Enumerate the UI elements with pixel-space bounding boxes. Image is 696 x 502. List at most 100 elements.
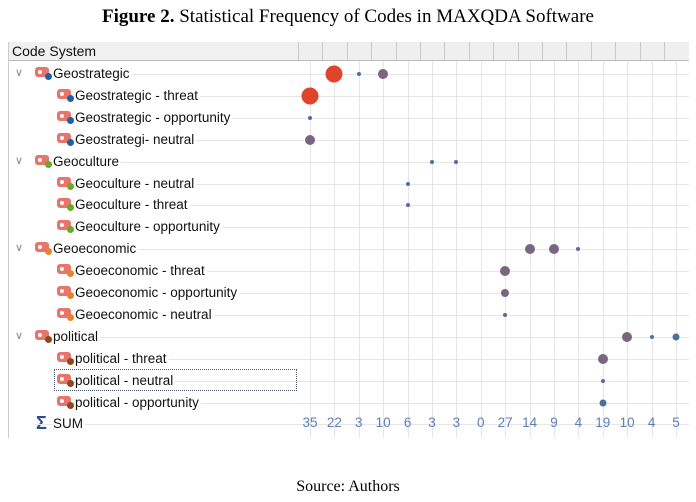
frequency-dot[interactable] [501,289,510,297]
code-row[interactable]: ∨ Geoeconomic [9,238,689,260]
column-header-cell[interactable] [615,42,640,60]
column-header-cell[interactable] [639,42,664,60]
code-row[interactable]: political - neutral [9,370,689,392]
row-gridline [57,117,689,119]
chevron-down-icon[interactable]: ∨ [15,67,24,79]
code-label: Geoeconomic - neutral [75,306,214,322]
code-tag-icon [57,198,74,212]
code-row[interactable]: Geostrategi- neutral [9,129,689,151]
selected-row-focus [54,369,297,391]
column-header-cell[interactable] [493,42,518,60]
frequency-dot[interactable] [524,244,535,255]
code-label: Geostrategic [53,66,132,81]
sum-value: 3 [355,415,363,431]
sum-row: SUM [9,413,689,435]
sum-value: 4 [647,415,656,431]
sum-icon: Σ [36,413,47,433]
code-row[interactable]: Geoculture - neutral [9,173,689,195]
column-header-cell[interactable] [420,42,444,60]
code-tag-icon [57,176,74,190]
frequency-dot[interactable] [503,312,508,317]
code-row[interactable]: ∨ Geoculture [9,151,689,173]
chevron-down-icon[interactable]: ∨ [15,242,24,255]
column-header-cell[interactable] [664,42,688,60]
code-tag-icon [57,110,74,124]
code-label: political - threat [75,350,169,366]
row-gridline [57,402,689,404]
code-row[interactable]: Geoeconomic - threat [9,260,689,282]
code-row[interactable]: Geoeconomic - opportunity [9,282,689,304]
frequency-dot[interactable] [308,115,312,120]
column-header-cell[interactable] [590,42,615,60]
row-gridline [35,161,689,163]
code-row[interactable]: Geostrategic - opportunity [9,107,689,129]
chevron-down-icon[interactable]: ∨ [15,329,24,342]
code-row[interactable]: political - opportunity [9,392,689,414]
code-row[interactable]: Geostrategic - threat [9,85,689,107]
column-header-cell[interactable] [371,42,396,60]
frequency-dot[interactable] [356,72,361,76]
column-header-cell[interactable] [322,42,347,60]
figure-label: Figure 2. [101,6,175,27]
column-header-cell[interactable] [298,42,322,60]
figure-caption: Figure 2. Statistical Frequency of Codes… [0,6,696,28]
frequency-dot[interactable] [600,378,605,383]
code-matrix-panel: Code System Σ ∨ Geostrategic Geostrategic … [8,42,689,438]
row-gridline [57,271,689,273]
column-header-cell[interactable] [346,42,371,60]
frequency-dot[interactable] [405,203,410,208]
code-tag-icon [57,307,74,321]
row-gridline [57,358,689,360]
column-header-cell[interactable] [395,42,420,60]
frequency-dot[interactable] [672,333,680,341]
sum-value: 10 [375,415,391,431]
code-label: Geoculture - threat [75,197,190,213]
frequency-dot[interactable] [454,159,459,164]
code-tag-icon [35,329,52,343]
frequency-dot[interactable] [597,353,608,364]
code-row[interactable]: Geoculture - threat [9,194,689,216]
column-header-cell[interactable] [542,42,566,60]
sum-value: 3 [428,415,436,431]
row-gridline [57,293,689,294]
row-gridline [57,183,689,185]
figure-title: Statistical Frequency of Codes in MAXQDA… [179,6,594,27]
code-label: political - neutral [75,372,176,388]
frequency-dot[interactable] [405,181,410,186]
frequency-dot[interactable] [649,334,654,339]
frequency-dot[interactable] [301,87,319,105]
chevron-down-icon[interactable]: ∨ [15,154,24,167]
frequency-dot[interactable] [325,65,343,83]
frequency-dot[interactable] [599,399,607,406]
code-tag-icon [57,264,74,278]
column-header-cell[interactable] [444,42,469,60]
sum-value: 35 [302,415,318,431]
code-system-header[interactable]: Code System [12,43,97,59]
frequency-dot[interactable] [430,159,434,164]
code-row[interactable]: Geoeconomic - neutral [9,304,689,326]
column-header-cell[interactable] [566,42,591,60]
code-tag-icon [57,132,74,146]
row-gridline [57,314,689,316]
code-row[interactable]: Geoculture - opportunity [9,216,689,238]
frequency-dot[interactable] [576,247,581,252]
code-label: Geostrategic - threat [75,87,201,103]
frequency-dot[interactable] [305,134,315,145]
frequency-dot[interactable] [549,244,559,255]
code-label: Geostrategic - opportunity [75,109,233,125]
code-tag-icon [35,154,52,168]
frequency-dot[interactable] [378,69,389,79]
source-caption: Source: Authors [296,478,400,495]
sum-value: 9 [550,415,558,431]
column-header-cell[interactable] [517,42,542,60]
code-label: political - opportunity [75,394,201,410]
frequency-dot[interactable] [622,331,633,342]
code-row[interactable]: political - threat [9,348,689,370]
sum-value: 0 [477,415,485,431]
code-row[interactable]: ∨ Geostrategic [9,63,689,85]
code-tag-icon [57,220,74,234]
column-header-cell[interactable] [468,42,493,60]
frequency-dot[interactable] [500,266,511,277]
code-row[interactable]: ∨ political [9,326,689,348]
sum-label: SUM [53,416,85,432]
